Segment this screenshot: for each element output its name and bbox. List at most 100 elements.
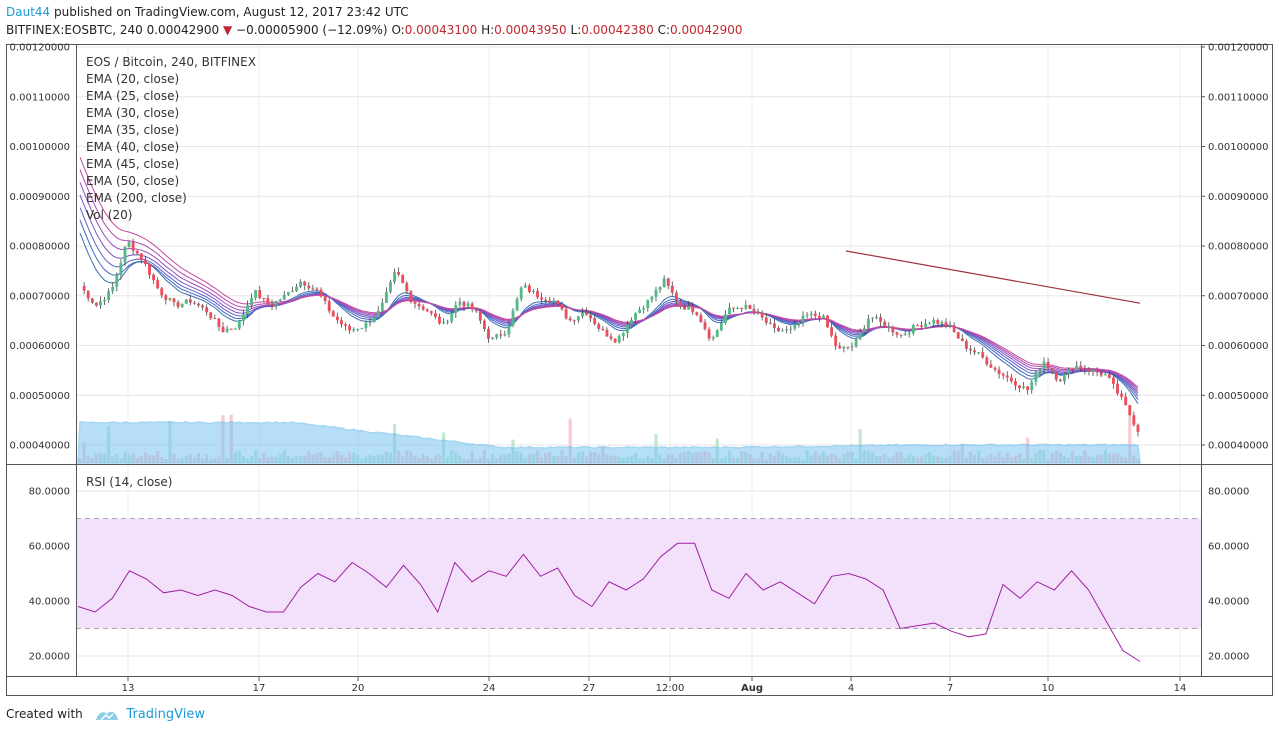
candle-body [160,288,164,296]
candle-body [499,334,503,336]
candle-body [450,312,454,322]
rsi-path [77,542,1141,662]
candle-body [433,313,437,317]
candle-body [340,320,343,325]
candle-body [250,297,254,306]
open-value: 0.00043100 [404,23,478,37]
candle-body [1099,372,1103,376]
rsi-tick-left: 40.0000 [29,597,70,608]
candle-body [740,307,744,309]
time-tick-label: 27 [583,683,596,694]
price-tick-left: 0.00090000 [10,192,70,203]
candle-body [944,322,948,326]
candle-body [1050,368,1054,373]
symbol-label: BITFINEX:EOSBTC, 240 [6,23,143,37]
candle-body [801,315,805,323]
candle-body [985,357,989,365]
candle-body [964,341,968,349]
candle-body [82,285,86,291]
author-link[interactable]: Daut44 [6,5,51,19]
candle-body [86,290,90,299]
candle-body [192,302,196,304]
candle-body [866,318,870,329]
candle-body [989,364,993,368]
candle-body [139,253,143,261]
tradingview-link[interactable]: TradingView [126,707,205,722]
candle-body [736,307,740,309]
candle-body [237,320,241,329]
candle-body [654,289,658,297]
candle-body [368,322,372,324]
price-legend-entry: Vol (20) [86,208,132,222]
created-with-label: Created with [6,707,83,721]
ema-lines [79,157,1141,404]
candle-body [1132,415,1136,425]
candle-body [262,298,266,300]
candle-body [478,311,482,321]
candle-body [266,298,270,305]
candle-body [438,316,441,324]
candle-body [278,299,282,301]
candle-body [429,311,433,314]
candle-body [474,309,478,312]
candle-body [258,290,262,299]
candle-body [442,322,446,324]
candle-body [613,338,617,343]
candle-body [756,312,760,314]
candle-body [711,337,715,339]
candle-body [286,291,290,295]
price-tick-left: 0.00040000 [10,441,70,452]
candle-body [184,299,188,304]
candle-body [789,328,793,330]
price-tick-right: 0.00120000 [1208,43,1268,54]
candle-body [209,312,213,319]
candle-body [462,301,466,307]
candle-body [135,250,139,254]
candle-body [515,298,519,311]
candle-body [699,315,703,323]
candle-body [532,290,535,292]
candle-body [879,317,883,322]
price-tick-right: 0.00070000 [1208,291,1268,302]
candle-body [838,346,842,349]
candle-body [295,286,298,292]
price-tick-right: 0.00060000 [1208,341,1268,352]
down-arrow-icon: ▼ [222,23,233,37]
candle-body [993,367,997,370]
candle-body [540,297,544,300]
candle-body [691,306,695,313]
last-price: 0.00042900 [146,23,220,37]
candle-body [1095,369,1099,373]
candle-body [131,242,135,251]
price-legend-entry: EMA (50, close) [86,174,179,188]
candle-body [380,302,384,311]
candle-body [744,304,748,309]
candle-body [695,312,699,316]
candle-body [805,314,809,316]
price-tick-left: 0.00050000 [10,391,70,402]
chart-canvas[interactable]: 0.00120000 0.00120000 0.00110000 0.00110000… [0,0,1279,700]
candle-body [981,352,985,358]
candle-body [176,302,180,307]
candle-body [817,316,821,319]
candle-body [1030,381,1034,391]
close-value: 0.00042900 [670,23,743,37]
time-tick-label: 10 [1042,683,1055,694]
candle-body [764,317,768,323]
price-tick-right: 0.00040000 [1208,441,1268,452]
time-tick-label: 13 [122,683,135,694]
candle-body [466,303,470,307]
candle-body [458,301,462,306]
candle-body [936,320,940,324]
candle-body [1136,424,1140,432]
candle-body [1042,361,1046,370]
price-legend-entry: EMA (35, close) [86,123,179,137]
candle-body [409,291,413,303]
candle-body [417,303,421,307]
candlesticks [82,238,1140,437]
candle-body [956,332,960,339]
candle-body [352,329,356,331]
candle-body [625,324,629,333]
candle-body [319,289,323,297]
candle-body [1067,369,1070,374]
